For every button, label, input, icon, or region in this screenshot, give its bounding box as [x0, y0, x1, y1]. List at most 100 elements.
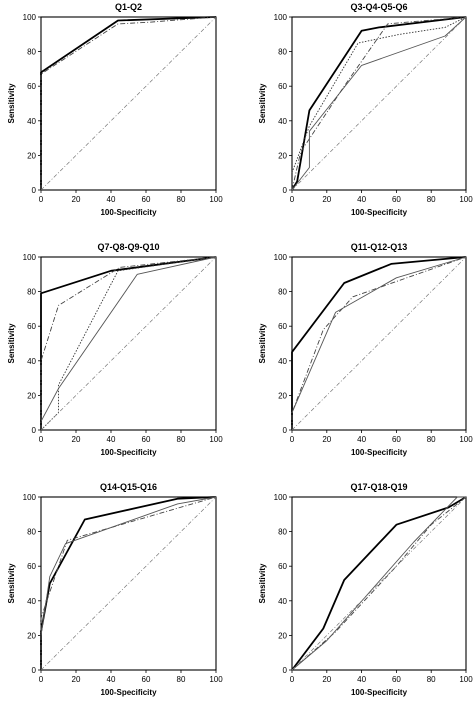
y-tick-label: 80: [27, 528, 36, 537]
y-tick-label: 100: [274, 493, 288, 502]
roc-curve-solid-bold: [291, 496, 467, 671]
roc-curve-solid-thin: [40, 256, 217, 422]
x-axis-label: 100-Specificity: [351, 448, 408, 457]
x-tick-label: 100: [209, 435, 223, 444]
x-tick-label: 100: [459, 195, 473, 204]
y-axis-label: Sensitivity: [258, 563, 267, 604]
y-tick-label: 0: [32, 666, 37, 675]
y-tick-label: 60: [27, 322, 36, 331]
y-tick-label: 20: [278, 151, 287, 160]
y-tick-label: 60: [27, 82, 36, 91]
roc-curve-solid-thin: [40, 496, 217, 636]
roc-curve-dash-dot: [40, 16, 217, 190]
x-tick-label: 100: [209, 675, 223, 684]
x-tick-label: 80: [177, 675, 186, 684]
x-tick-label: 40: [107, 435, 116, 444]
y-tick-label: 100: [23, 253, 37, 262]
roc-curve-diagonal: [40, 496, 217, 671]
y-tick-label: 20: [27, 631, 36, 640]
y-tick-label: 60: [278, 82, 287, 91]
x-tick-label: 100: [459, 435, 473, 444]
x-axis-label: 100-Specificity: [351, 688, 408, 697]
roc-panel: Q1-Q2 0 20 40 60 80 100 0 20 40 60 80 100 100-Specifi…: [7, 2, 223, 217]
x-tick-label: 60: [142, 675, 151, 684]
x-tick-label: 0: [39, 675, 44, 684]
x-tick-label: 80: [177, 195, 186, 204]
y-tick-label: 40: [27, 357, 36, 366]
x-tick-label: 0: [39, 195, 44, 204]
x-tick-label: 60: [392, 435, 401, 444]
y-tick-label: 80: [27, 288, 36, 297]
plot-frame: [291, 496, 467, 671]
x-tick-label: 80: [427, 195, 436, 204]
roc-panel: Q7-Q8-Q9-Q10 0 20 40 60 80 100 0 20 40 60 80 100 100-…: [7, 242, 223, 457]
x-tick-label: 40: [357, 675, 366, 684]
x-tick-label: 40: [357, 435, 366, 444]
x-axis-label: 100-Specificity: [351, 208, 408, 217]
roc-curve-dash-dot: [40, 256, 217, 430]
x-tick-label: 80: [427, 675, 436, 684]
y-tick-label: 80: [278, 48, 287, 57]
x-tick-label: 60: [392, 195, 401, 204]
plot-frame: [40, 496, 217, 671]
panel-title: Q11-Q12-Q13: [351, 242, 408, 252]
x-tick-label: 60: [392, 675, 401, 684]
roc-curve-diagonal: [40, 16, 217, 191]
roc-curve-diagonal: [40, 256, 217, 431]
roc-curve-dash-dot: [291, 16, 467, 191]
x-tick-label: 100: [209, 195, 223, 204]
x-tick-label: 20: [72, 675, 81, 684]
x-tick-label: 80: [177, 435, 186, 444]
y-tick-label: 100: [23, 493, 37, 502]
x-tick-label: 60: [142, 435, 151, 444]
y-tick-label: 40: [27, 117, 36, 126]
roc-curve-solid-thin: [291, 256, 467, 413]
y-axis-label: Sensitivity: [7, 563, 16, 604]
x-tick-label: 0: [290, 195, 295, 204]
panel-title: Q7-Q8-Q9-Q10: [97, 242, 159, 252]
x-tick-label: 0: [39, 435, 44, 444]
roc-curve-solid-thin: [291, 496, 466, 671]
x-tick-label: 20: [322, 435, 331, 444]
y-tick-label: 0: [32, 426, 37, 435]
y-tick-label: 100: [274, 13, 288, 22]
roc-panel: Q11-Q12-Q13 0 20 40 60 80 100 0 20 40 60 80 100 100-S…: [258, 242, 473, 457]
y-tick-label: 80: [278, 288, 287, 297]
y-tick-label: 40: [27, 597, 36, 606]
roc-curve-solid-bold: [40, 16, 217, 190]
x-tick-label: 0: [290, 675, 295, 684]
roc-curve-solid-bold: [291, 256, 467, 430]
y-tick-label: 0: [283, 186, 288, 195]
x-tick-label: 20: [72, 435, 81, 444]
y-tick-label: 60: [278, 322, 287, 331]
y-axis-label: Sensitivity: [258, 83, 267, 124]
roc-curve-dotted: [291, 16, 467, 173]
y-tick-label: 0: [32, 186, 37, 195]
y-tick-label: 40: [278, 597, 287, 606]
y-axis-label: Sensitivity: [7, 83, 16, 124]
y-tick-label: 0: [283, 426, 288, 435]
y-tick-label: 20: [27, 391, 36, 400]
x-tick-label: 20: [72, 195, 81, 204]
y-tick-label: 100: [274, 253, 288, 262]
x-tick-label: 80: [427, 435, 436, 444]
y-tick-label: 80: [278, 528, 287, 537]
y-tick-label: 40: [278, 117, 287, 126]
panel-title: Q1-Q2: [115, 2, 142, 12]
x-tick-label: 0: [290, 435, 295, 444]
y-tick-label: 40: [278, 357, 287, 366]
roc-curve-dash-dot: [291, 256, 467, 430]
plot-frame: [291, 16, 467, 191]
y-tick-label: 60: [278, 562, 287, 571]
x-tick-label: 20: [322, 675, 331, 684]
y-tick-label: 20: [27, 151, 36, 160]
roc-panel: Q3-Q4-Q5-Q6 0 20 40 60 80 100 0 20 40 60 80 100 100-S…: [258, 2, 473, 217]
roc-curve-diagonal: [291, 256, 467, 431]
roc-curve-solid-bold: [291, 16, 467, 191]
y-tick-label: 100: [23, 13, 37, 22]
y-tick-label: 60: [27, 562, 36, 571]
y-tick-label: 20: [278, 631, 287, 640]
roc-curve-dotted: [40, 256, 217, 431]
x-tick-label: 60: [142, 195, 151, 204]
